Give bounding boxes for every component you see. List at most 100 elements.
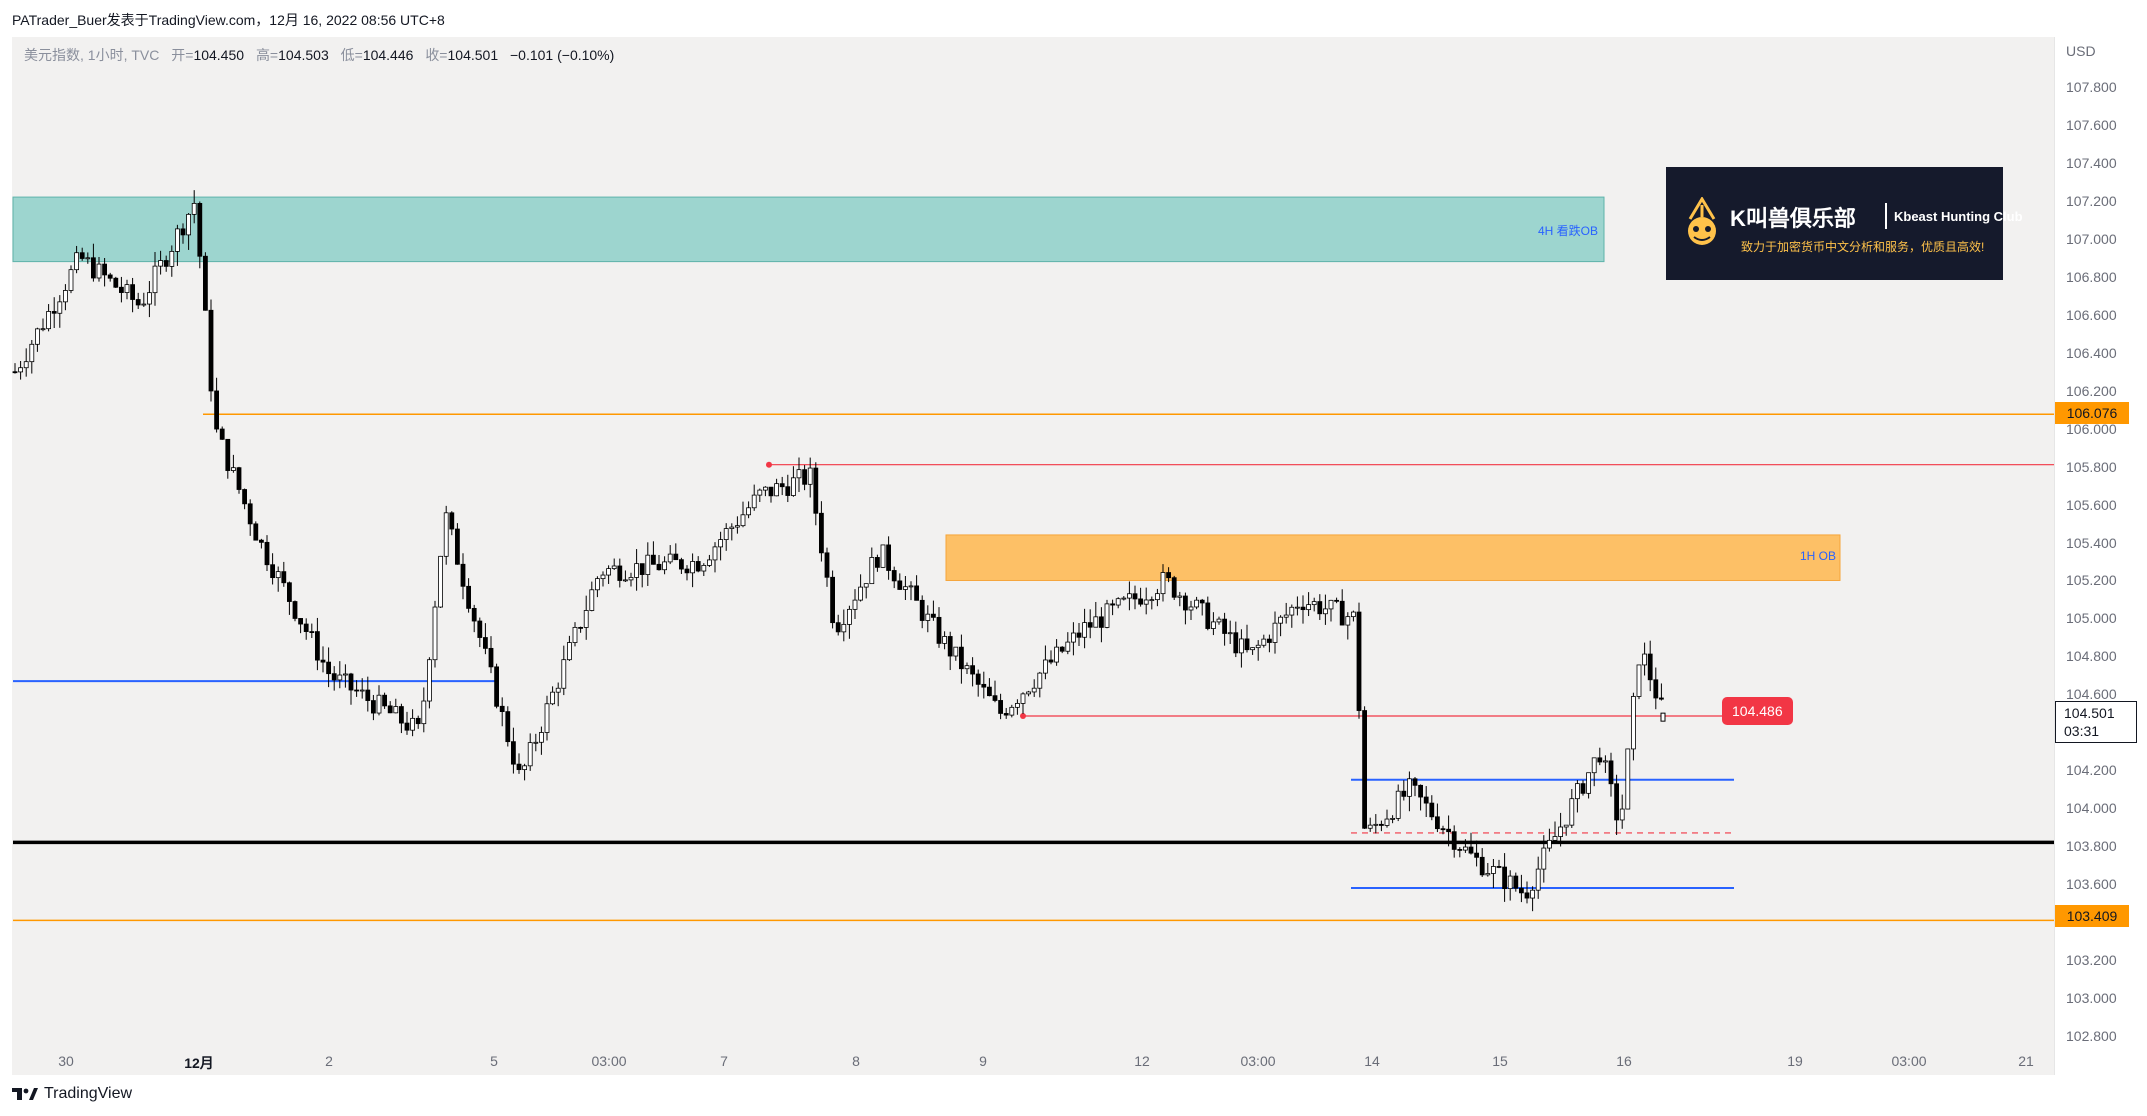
candle-up — [421, 700, 427, 725]
candle-up — [1631, 696, 1636, 750]
candle-up — [1328, 599, 1334, 610]
low-value: 104.446 — [362, 47, 414, 63]
candle-down — [326, 661, 332, 675]
candle-down — [1244, 638, 1250, 651]
candle-down — [639, 563, 645, 575]
price-label-pill[interactable]: 104.486 — [1722, 697, 1793, 725]
candle-down — [578, 626, 583, 629]
candle-down — [449, 512, 455, 530]
candle-down — [785, 486, 791, 496]
candle-up — [1177, 595, 1183, 598]
candle-down — [12, 371, 18, 374]
candle-up — [1563, 824, 1569, 828]
candle-up — [841, 623, 847, 633]
candle-down — [387, 705, 393, 714]
candle-down — [1457, 849, 1463, 851]
candle-up — [275, 571, 281, 579]
candle-down — [656, 563, 662, 571]
time-axis-tick: 12月 — [184, 1055, 214, 1071]
candle-up — [1535, 868, 1541, 891]
candle-up — [634, 563, 639, 578]
candle-down — [1653, 679, 1659, 699]
price-scale-tick: 107.600 — [2066, 116, 2117, 133]
tradingview-footer[interactable]: TradingView — [12, 1083, 132, 1105]
logo-divider — [1885, 203, 1887, 229]
candle-up — [1558, 826, 1563, 837]
candle-down — [1502, 866, 1507, 890]
candle-down — [679, 559, 684, 570]
candle-down — [1659, 697, 1664, 700]
candle-down — [1233, 632, 1239, 654]
candle-down — [135, 299, 141, 306]
candle-up — [1250, 647, 1255, 651]
candle-up — [23, 361, 29, 369]
candle-down — [891, 570, 897, 582]
open-value: 104.450 — [193, 47, 245, 63]
candle-up — [690, 561, 695, 574]
candle-up — [1043, 659, 1048, 674]
candle-down — [1519, 887, 1524, 894]
candle-up — [572, 626, 578, 643]
candle-up — [152, 265, 158, 294]
candle-down — [1199, 599, 1205, 604]
candle-down — [102, 263, 107, 276]
candle-up — [1283, 614, 1289, 618]
candle-up — [40, 328, 46, 331]
candle-down — [163, 260, 169, 267]
candle-down — [242, 489, 248, 505]
candle-up — [1015, 703, 1020, 708]
candle-down — [236, 467, 242, 490]
candle-up — [1407, 778, 1412, 797]
candle-down — [1356, 611, 1362, 711]
candle-down — [886, 544, 891, 571]
candle-up — [1104, 603, 1110, 628]
candle-up — [85, 257, 91, 260]
candle-down — [107, 274, 113, 279]
candle-down — [1479, 856, 1485, 876]
candle-up — [774, 483, 779, 497]
candle-down — [482, 637, 488, 649]
candle-down — [281, 571, 287, 584]
candle-down — [454, 528, 460, 565]
candle-down — [768, 486, 774, 497]
candle-up — [169, 251, 175, 267]
candle-down — [415, 717, 421, 725]
price-scale[interactable] — [2054, 37, 2136, 1075]
candle-up — [595, 578, 600, 591]
club-logo: K叫兽俱乐部 Kbeast Hunting Club 致力于加密货币中文分析和服… — [1666, 167, 2023, 280]
zone-4h-bearish-ob — [12, 196, 1605, 263]
candle-up — [522, 765, 527, 771]
candle-down — [292, 601, 298, 619]
candle-down — [1513, 875, 1519, 889]
candle-up — [29, 343, 35, 363]
candle-down — [919, 599, 925, 621]
candle-up — [555, 687, 561, 693]
candle-up — [701, 565, 707, 572]
candle-down — [1339, 600, 1345, 626]
candle-up — [908, 585, 914, 588]
candle-up — [63, 290, 68, 303]
symbol-line: 美元指数, 1小时, TVC — [24, 47, 160, 63]
candle-down — [651, 554, 656, 565]
time-axis-tick: 15 — [1492, 1053, 1508, 1069]
candle-up — [869, 557, 875, 585]
candle-up — [667, 553, 673, 563]
price-scale-tick: 105.200 — [2066, 572, 2117, 589]
candle-down — [802, 469, 807, 485]
candle-up — [158, 260, 164, 267]
candle-down — [286, 582, 292, 602]
candle-up — [645, 554, 651, 575]
candle-up — [146, 292, 152, 305]
time-axis-tick: 19 — [1787, 1053, 1803, 1069]
candle-up — [746, 507, 751, 516]
candle-down — [477, 620, 483, 638]
candle-down — [1580, 783, 1586, 794]
candle-up — [740, 514, 746, 527]
candle-down — [970, 665, 975, 675]
candle-up — [1261, 638, 1267, 646]
candle-down — [779, 483, 785, 488]
candle-up — [1026, 691, 1031, 695]
candle-up — [393, 706, 399, 714]
candle-down — [314, 631, 320, 661]
